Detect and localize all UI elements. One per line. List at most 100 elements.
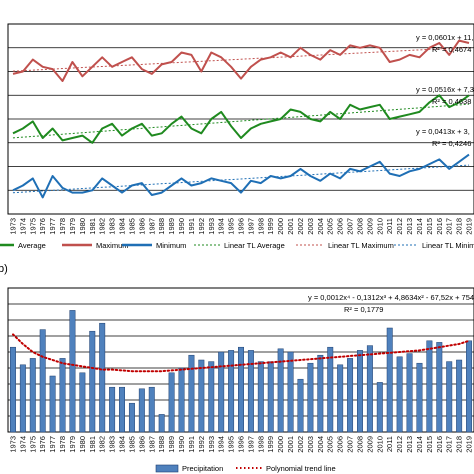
x-tick-label: 2002: [296, 218, 305, 235]
bar-1997: [247, 350, 254, 433]
x-tick-label: 1988: [157, 436, 166, 453]
x-tick-label: 1986: [137, 436, 146, 453]
x-tick-label: 1985: [127, 436, 136, 453]
bar-2012: [396, 356, 403, 433]
x-tick-label: 1990: [177, 436, 186, 453]
x-tick-label: 1984: [118, 218, 127, 235]
bar-1989: [168, 372, 175, 433]
x-tick-label: 2019: [465, 218, 474, 235]
bar-1986: [138, 388, 145, 433]
x-tick-label: 1990: [177, 218, 186, 235]
panel-b: b) 1973 1974 1975 1976 1977 1978 1979 1980 1981 1…: [0, 263, 474, 473]
trendline-average: [12, 103, 470, 139]
x-tick-label: 1993: [207, 218, 216, 235]
legend-label-linear-tl-maximum: Linear TL Maximum: [328, 241, 394, 250]
x-tick-label: 1997: [246, 436, 255, 453]
panel-b-x-tick-labels: 1973 1974 1975 1976 1977 1978 1979 1980 1981 1982…: [8, 436, 473, 453]
x-tick-label: 1980: [78, 218, 87, 235]
x-tick-label: 2000: [276, 218, 285, 235]
x-tick-label: 2012: [395, 436, 404, 453]
legend-label-linear-tl-average: Linear TL Average: [224, 241, 285, 250]
bar-1981: [89, 330, 96, 433]
x-tick-label: 2015: [425, 218, 434, 235]
x-tick-label: 1974: [18, 436, 27, 453]
x-tick-label: 1979: [68, 436, 77, 453]
x-tick-label: 1992: [197, 436, 206, 453]
x-tick-label: 1987: [147, 436, 156, 453]
bar-1975: [29, 358, 36, 433]
legend-label-average: Average: [18, 241, 46, 250]
equation-polynomial: y = 0,0012x⁴ - 0,1312x³ + 4,8634x² - 67,…: [308, 293, 474, 314]
bar-1988: [158, 414, 165, 433]
x-tick-label: 2000: [276, 436, 285, 453]
x-tick-label: 1998: [256, 218, 265, 235]
panel-b-legend: Precipitation Polynomial trend line: [155, 464, 336, 473]
x-tick-label: 1996: [237, 436, 246, 453]
polynomial-trend-line: [12, 333, 470, 373]
x-tick-label: 1973: [8, 436, 17, 453]
bar-1991: [188, 354, 195, 433]
bar-1977: [49, 375, 56, 433]
equation-minimum: y = 0,0413x + 3, R² = 0,4246: [416, 127, 471, 148]
trendline-minimum: [12, 164, 470, 194]
bar-1998: [257, 361, 264, 433]
legend-item-minimum: Minimum: [122, 241, 186, 250]
bar-1999: [267, 361, 274, 433]
legend-item-maximum: Maximum: [62, 241, 129, 250]
x-tick-label: 1975: [28, 218, 37, 235]
x-tick-label: 1992: [197, 218, 206, 235]
x-tick-label: 1989: [167, 436, 176, 453]
x-tick-label: 1995: [227, 436, 236, 453]
bar-1992: [198, 359, 205, 433]
legend-item-precipitation: Precipitation: [155, 464, 223, 473]
x-tick-label: 2010: [375, 436, 384, 453]
legend-item-linear-tl-maximum: Linear TL Maximum: [296, 241, 394, 250]
x-tick-label: 1979: [68, 218, 77, 235]
x-tick-label: 1999: [266, 218, 275, 235]
x-tick-label: 2011: [385, 218, 394, 234]
bar-2004: [317, 354, 324, 433]
equation-maximum: y = 0,0601x + 11, R² = 0,4674: [416, 33, 473, 54]
x-tick-label: 2008: [355, 218, 364, 235]
x-tick-label: 2016: [435, 436, 444, 453]
bar-1984: [119, 386, 125, 433]
legend-item-average: Average: [0, 241, 46, 250]
x-tick-label: 1973: [8, 218, 17, 235]
bar-1987: [148, 386, 155, 433]
bar-2007: [347, 358, 354, 433]
bar-1974: [19, 364, 26, 433]
x-tick-label: 2012: [395, 218, 404, 235]
x-tick-label: 1996: [237, 218, 246, 235]
x-tick-label: 2018: [455, 436, 464, 453]
x-tick-label: 2003: [306, 218, 315, 235]
bar-2002: [297, 378, 304, 433]
r2-polynomial-text: R² = 0,1779: [344, 305, 383, 314]
x-tick-label: 1991: [187, 436, 196, 453]
x-tick-label: 2006: [336, 436, 345, 453]
legend-item-polynomial-trend: Polynomial trend line: [236, 464, 336, 473]
bar-1973: [9, 346, 16, 433]
x-tick-label: 1974: [18, 218, 27, 235]
x-tick-label: 2017: [445, 436, 454, 453]
bar-1982: [99, 322, 106, 433]
equation-maximum-text: y = 0,0601x + 11,: [416, 33, 473, 42]
x-tick-label: 2007: [346, 218, 355, 235]
trendline-maximum: [12, 46, 470, 72]
bar-1979: [69, 310, 76, 433]
bar-2017: [446, 361, 453, 433]
x-tick-label: 2011: [385, 436, 394, 452]
bar-1976: [39, 329, 46, 433]
bar-2018: [456, 359, 463, 433]
x-tick-label: 1976: [38, 436, 47, 453]
x-tick-label: 2014: [415, 218, 424, 235]
x-tick-label: 2015: [425, 436, 434, 453]
legend-label-maximum: Maximum: [96, 241, 129, 250]
x-tick-label: 1987: [147, 218, 156, 235]
x-tick-label: 2013: [405, 218, 414, 235]
r2-minimum-text: R² = 0,4246: [432, 139, 471, 148]
panel-b-bars: [9, 310, 473, 433]
bar-1995: [228, 350, 235, 433]
x-tick-label: 1985: [127, 218, 136, 235]
bar-1990: [178, 367, 185, 433]
